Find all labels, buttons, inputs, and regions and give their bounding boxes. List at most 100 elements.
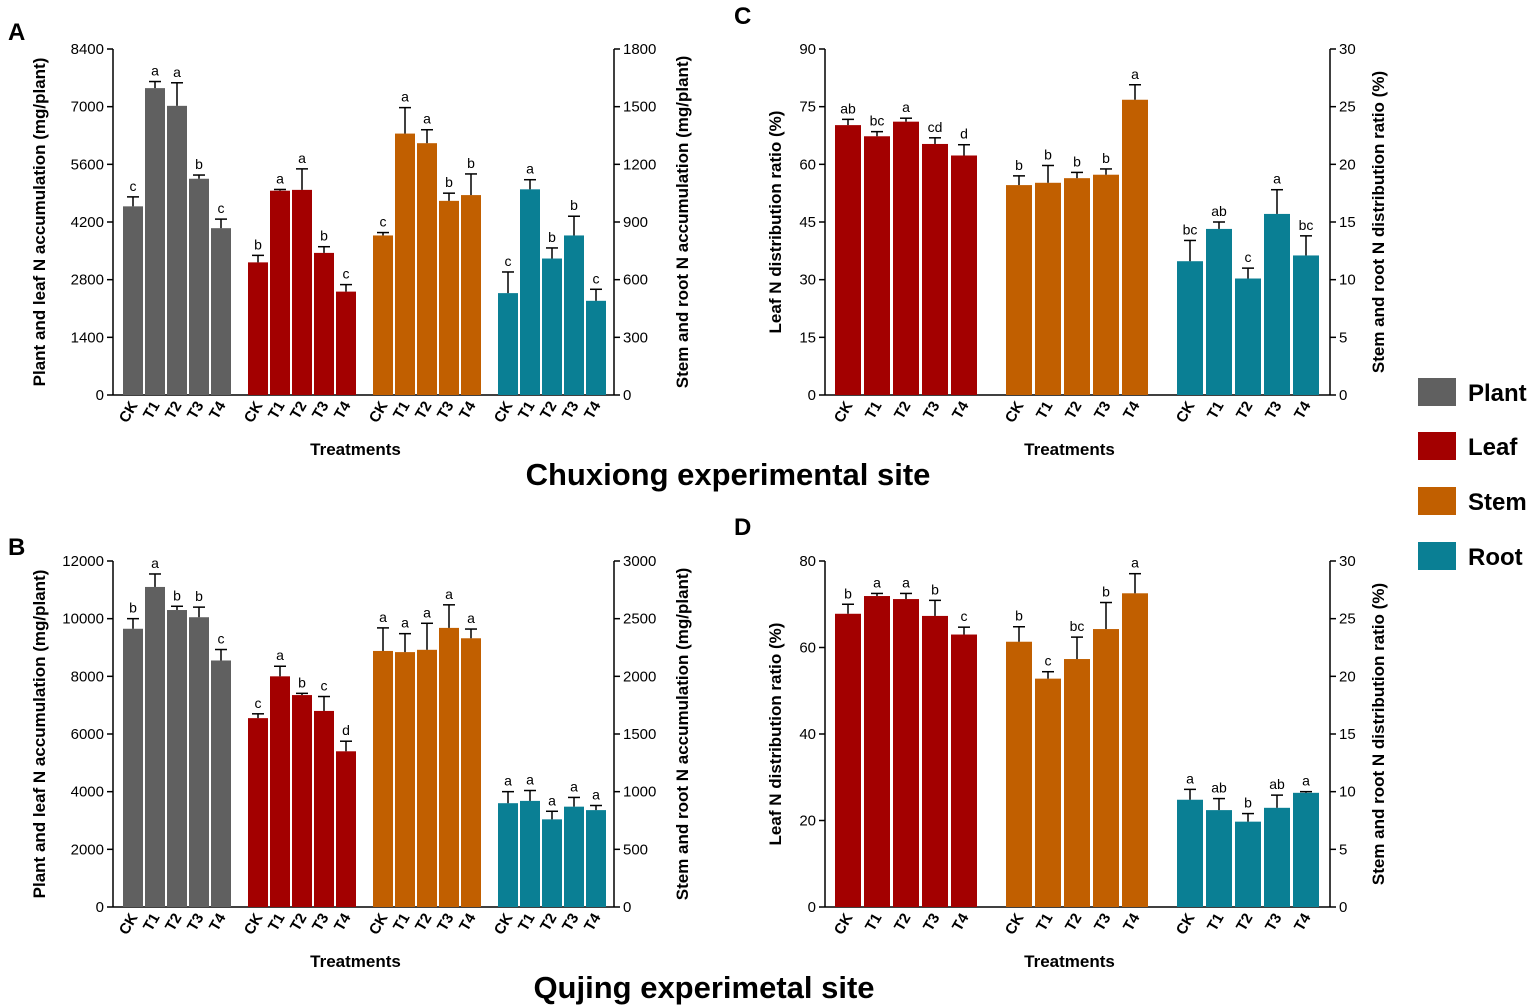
legend: Plant Leaf Stem Root: [1418, 378, 1527, 571]
significance-letter: c: [343, 266, 350, 282]
significance-letter: b: [548, 229, 556, 245]
bar-stem-t4: [461, 195, 481, 395]
bar-plant-t2: [167, 610, 187, 907]
y-tick-label-left: 8400: [71, 41, 104, 58]
x-tick-label: CK: [116, 910, 142, 937]
y-tick-label-right: 900: [623, 214, 648, 231]
significance-letter: b: [129, 600, 137, 616]
bar-stem-t2: [417, 649, 437, 907]
y-tick-label-left: 60: [799, 156, 816, 173]
x-tick-label: T4: [581, 398, 605, 422]
bar-leaf-t1: [270, 190, 290, 395]
x-tick-label: T2: [891, 911, 914, 935]
x-tick-label: T2: [1233, 911, 1256, 935]
y-axis-label-left: Leaf N distribution ratio (%): [766, 623, 785, 846]
x-axis-label: Treatments: [1024, 440, 1115, 459]
significance-letter: b: [298, 674, 306, 690]
significance-letter: a: [1302, 773, 1310, 789]
significance-letter: a: [504, 773, 512, 789]
legend-swatch-root: [1418, 542, 1456, 570]
significance-letter: b: [1102, 584, 1110, 600]
bar-root-ck: [1177, 261, 1203, 395]
y-axis-label-left: Plant and leaf N accumulation (mg/plant): [30, 58, 49, 387]
significance-letter: a: [1273, 171, 1281, 187]
significance-letter: c: [321, 678, 328, 694]
x-tick-label: T4: [1120, 398, 1144, 422]
series-leaf: c CK a T1 b T2 c T3 d T4: [241, 647, 356, 938]
x-tick-label: T3: [1262, 911, 1285, 935]
bar-plant-t2: [167, 105, 187, 395]
significance-letter: a: [423, 111, 431, 127]
y-tick-label-right: 3000: [623, 553, 656, 570]
chart-panel-b: B 0 2000 4000 6000 8000 10000 12000 0 500 1000 1500…: [8, 534, 692, 971]
legend-swatch-leaf: [1418, 432, 1456, 460]
y-tick-label-left: 90: [799, 41, 816, 58]
bar-root-t1: [1206, 228, 1232, 395]
significance-letter: a: [276, 647, 284, 663]
bar-stem-t1: [395, 652, 415, 907]
significance-letter: ab: [1211, 780, 1227, 796]
x-tick-label: CK: [491, 910, 517, 937]
bar-stem-t2: [1064, 178, 1090, 395]
y-tick-label-left: 4200: [71, 214, 104, 231]
bar-leaf-t4: [951, 155, 977, 395]
significance-letter: a: [151, 555, 159, 571]
y-axis-label-right: Stem and root N accumulation (mg/plant): [673, 568, 692, 900]
panel-letter-d: D: [734, 514, 751, 541]
series-root: c CK a T1 b T2 b T3 c T4: [491, 161, 606, 426]
x-tick-label: T4: [331, 910, 355, 934]
significance-letter: b: [1102, 150, 1110, 166]
chart-panel-d: D 0 20 40 60 80 0 5 10 15 20 25 30 Leaf N distributio…: [734, 514, 1388, 971]
significance-letter: c: [593, 270, 600, 286]
panel-letter-c: C: [734, 3, 751, 30]
x-tick-label: CK: [241, 398, 267, 425]
legend-label-stem: Stem: [1468, 489, 1527, 516]
x-tick-label: CK: [1002, 398, 1028, 425]
significance-letter: a: [1186, 770, 1194, 786]
bar-root-t4: [1293, 255, 1319, 395]
y-tick-label-right: 2500: [623, 611, 656, 628]
bar-stem-t2: [1064, 659, 1090, 907]
bar-root-ck: [498, 293, 518, 395]
x-tick-label: T1: [140, 399, 163, 423]
x-tick-label: T1: [1033, 399, 1056, 423]
bar-plant-t1: [145, 88, 165, 395]
y-tick-label-left: 75: [799, 99, 816, 116]
bar-leaf-t1: [864, 136, 890, 395]
x-tick-label: T3: [920, 911, 943, 935]
x-tick-label: T2: [537, 399, 560, 423]
bar-stem-t3: [1093, 629, 1119, 907]
x-tick-label: T3: [309, 399, 332, 423]
bar-root-ck: [1177, 799, 1203, 907]
significance-letter: b: [1015, 608, 1023, 624]
x-tick-label: T4: [456, 910, 480, 934]
x-tick-label: T3: [434, 399, 457, 423]
y-tick-label-left: 0: [808, 899, 816, 916]
significance-letter: c: [130, 178, 137, 194]
bar-leaf-ck: [835, 125, 861, 396]
y-tick-label-right: 20: [1339, 668, 1356, 685]
x-tick-label: T3: [559, 399, 582, 423]
bar-leaf-t1: [270, 676, 290, 907]
y-tick-label-right: 1200: [623, 156, 656, 173]
y-axis-label-right: Stem and root N distribution ratio (%): [1369, 71, 1388, 373]
bar-stem-t4: [461, 638, 481, 907]
y-tick-label-left: 12000: [62, 553, 104, 570]
bar-root-t4: [586, 810, 606, 907]
x-tick-label: CK: [1002, 910, 1028, 937]
y-tick-label-left: 2000: [71, 841, 104, 858]
bar-root-t2: [542, 819, 562, 907]
series-plant: c CK a T1 a T2 b T3 c T4: [116, 63, 231, 426]
bar-leaf-t3: [922, 143, 948, 395]
significance-letter: d: [342, 722, 350, 738]
x-tick-label: T1: [862, 911, 885, 935]
significance-letter: ab: [840, 100, 856, 116]
significance-letter: a: [467, 610, 475, 626]
significance-letter: a: [1131, 555, 1139, 571]
bar-leaf-t2: [292, 695, 312, 907]
x-tick-label: CK: [241, 910, 267, 937]
significance-letter: c: [380, 214, 387, 230]
site-title-qujing: Qujing experimetal site: [533, 970, 874, 1005]
x-tick-label: T2: [412, 911, 435, 935]
y-axis-label-right: Stem and root N distribution ratio (%): [1369, 583, 1388, 885]
